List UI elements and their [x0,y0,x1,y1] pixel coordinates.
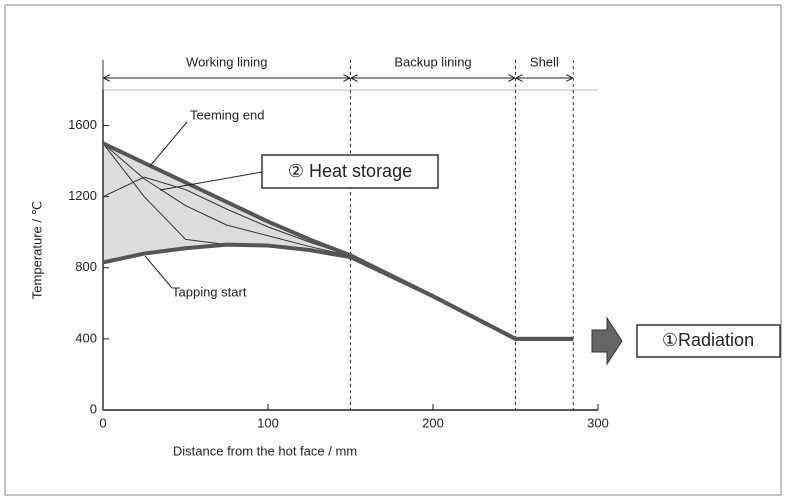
y-tick-label: 800 [75,259,97,274]
series-line [102,141,574,341]
y-tick-label: 0 [90,401,97,416]
x-tick-label: 100 [257,415,279,430]
leader [159,171,263,191]
region-label: Working lining [186,54,267,69]
series-label: Tapping start [172,284,247,299]
leader [149,121,188,167]
radiation-arrow [591,316,623,366]
annotation: ② Heat storage [288,161,412,181]
region-label: Backup lining [394,54,471,69]
leader [144,255,173,289]
x-axis-label: Distance from the hot face / mm [173,443,357,458]
annotation-box [636,324,781,358]
y-tick-label: 1200 [68,188,97,203]
x-tick-label: 200 [422,415,444,430]
y-tick-label: 1600 [68,117,97,132]
x-tick-label: 0 [99,415,106,430]
region-label: Shell [530,54,559,69]
annotation: ①Radiation [662,330,754,350]
series-label: Teeming end [190,107,264,122]
annotation-box [261,154,439,189]
x-tick-label: 300 [587,415,609,430]
y-tick-label: 400 [75,330,97,345]
y-axis-label: Temperature / ℃ [29,201,44,299]
